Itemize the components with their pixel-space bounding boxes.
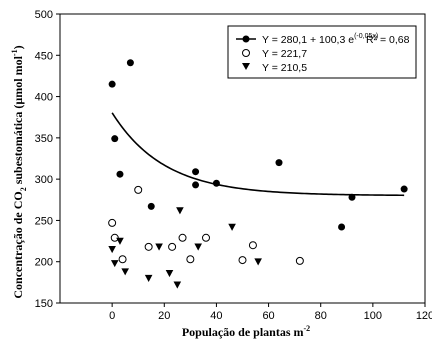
plot-area — [59, 13, 426, 304]
fit-curve-series-1 — [111, 112, 405, 197]
legend-marker-series-1 — [242, 35, 250, 43]
data-point-series-3 — [108, 246, 116, 254]
data-point-series-1 — [192, 181, 200, 189]
data-point-series-3 — [194, 243, 202, 251]
data-point-series-2 — [168, 242, 177, 251]
data-point-series-1 — [147, 202, 155, 210]
legend-label-series-2: Y = 221,7 — [262, 48, 307, 60]
data-point-series-3 — [165, 269, 174, 278]
x-tick-label: 100 — [364, 310, 382, 322]
y-axis-title: Concentração de CO2 subestomática (µmol … — [10, 45, 28, 298]
x-tick-label: 20 — [158, 310, 170, 322]
y-tick-label: 250 — [35, 215, 53, 227]
y-tick-label: 300 — [35, 174, 53, 186]
data-point-series-1 — [212, 179, 220, 187]
data-point-series-3 — [173, 281, 182, 289]
y-axis-title-end: ) — [11, 45, 25, 49]
x-tick-label: 120 — [416, 310, 432, 322]
y-axis-title-mid: subestomática (µmol mol — [11, 55, 25, 187]
data-point-series-1 — [111, 135, 119, 143]
x-tick-label: 60 — [262, 310, 274, 322]
data-point-series-3 — [116, 237, 124, 245]
data-point-series-2 — [248, 241, 257, 250]
data-point-series-1 — [116, 170, 124, 178]
y-axis-title-sub: 2 — [19, 187, 28, 191]
data-point-series-1 — [275, 159, 283, 167]
data-point-series-3 — [121, 268, 129, 276]
data-point-series-3 — [228, 223, 236, 231]
data-point-series-2 — [178, 233, 187, 242]
x-tick-label: 0 — [109, 310, 115, 322]
data-point-series-2 — [144, 242, 153, 251]
data-point-series-2 — [186, 255, 195, 264]
plot-frame — [59, 13, 426, 304]
legend-marker-series-2 — [242, 49, 250, 57]
data-point-series-1 — [108, 80, 116, 88]
y-tick-label: 200 — [35, 257, 53, 269]
data-point-series-2 — [202, 233, 210, 242]
x-axis-title-sup: -2 — [304, 324, 311, 333]
data-point-series-2 — [110, 233, 119, 242]
legend-label-series-1: Y = 280,1 + 100,3 e(-0,05x) — [262, 33, 378, 46]
legend-box — [227, 25, 417, 79]
data-point-series-1 — [348, 193, 356, 201]
y-tick-label: 500 — [35, 9, 53, 21]
data-point-series-3 — [254, 258, 262, 266]
data-point-series-3 — [144, 274, 153, 283]
y-tick-label: 150 — [35, 298, 53, 310]
legend: Y = 280,1 + 100,3 e(-0,05x) R² = 0,68 Y … — [227, 25, 417, 79]
data-point-series-1 — [192, 168, 200, 176]
data-point-series-3 — [155, 243, 163, 251]
fit-curve-layer — [111, 112, 405, 197]
data-point-series-2 — [295, 256, 304, 265]
x-axis-title: População de plantas m-2 — [182, 324, 310, 339]
data-point-series-3 — [176, 207, 184, 215]
y-tick-label: 450 — [35, 50, 53, 62]
data-point-series-3 — [110, 260, 119, 268]
legend-marker-series-3 — [242, 63, 250, 70]
data-point-series-1 — [126, 59, 134, 67]
data-point-series-1 — [338, 223, 346, 231]
x-tick-label: 40 — [210, 310, 222, 322]
y-tick-label: 350 — [35, 133, 53, 145]
y-tick-label: 400 — [35, 92, 53, 104]
x-tick-label: 80 — [315, 310, 327, 322]
points-layer — [108, 59, 408, 289]
data-point-series-2 — [238, 256, 247, 265]
legend-label-series-1-exp: (-0,05x) — [354, 33, 378, 40]
legend-label-series-3: Y = 210,5 — [262, 62, 307, 74]
legend-r2-series-1: R² = 0,68 — [366, 34, 410, 46]
data-point-series-2 — [134, 185, 143, 194]
data-point-series-2 — [108, 218, 117, 227]
axes-layer: 0 20 40 60 80 100 120 150 200 250 300 350 400 450 500 — [35, 9, 432, 322]
data-point-series-2 — [118, 255, 127, 264]
y-axis-title-sup: -1 — [10, 49, 19, 56]
data-point-series-1 — [400, 185, 408, 193]
